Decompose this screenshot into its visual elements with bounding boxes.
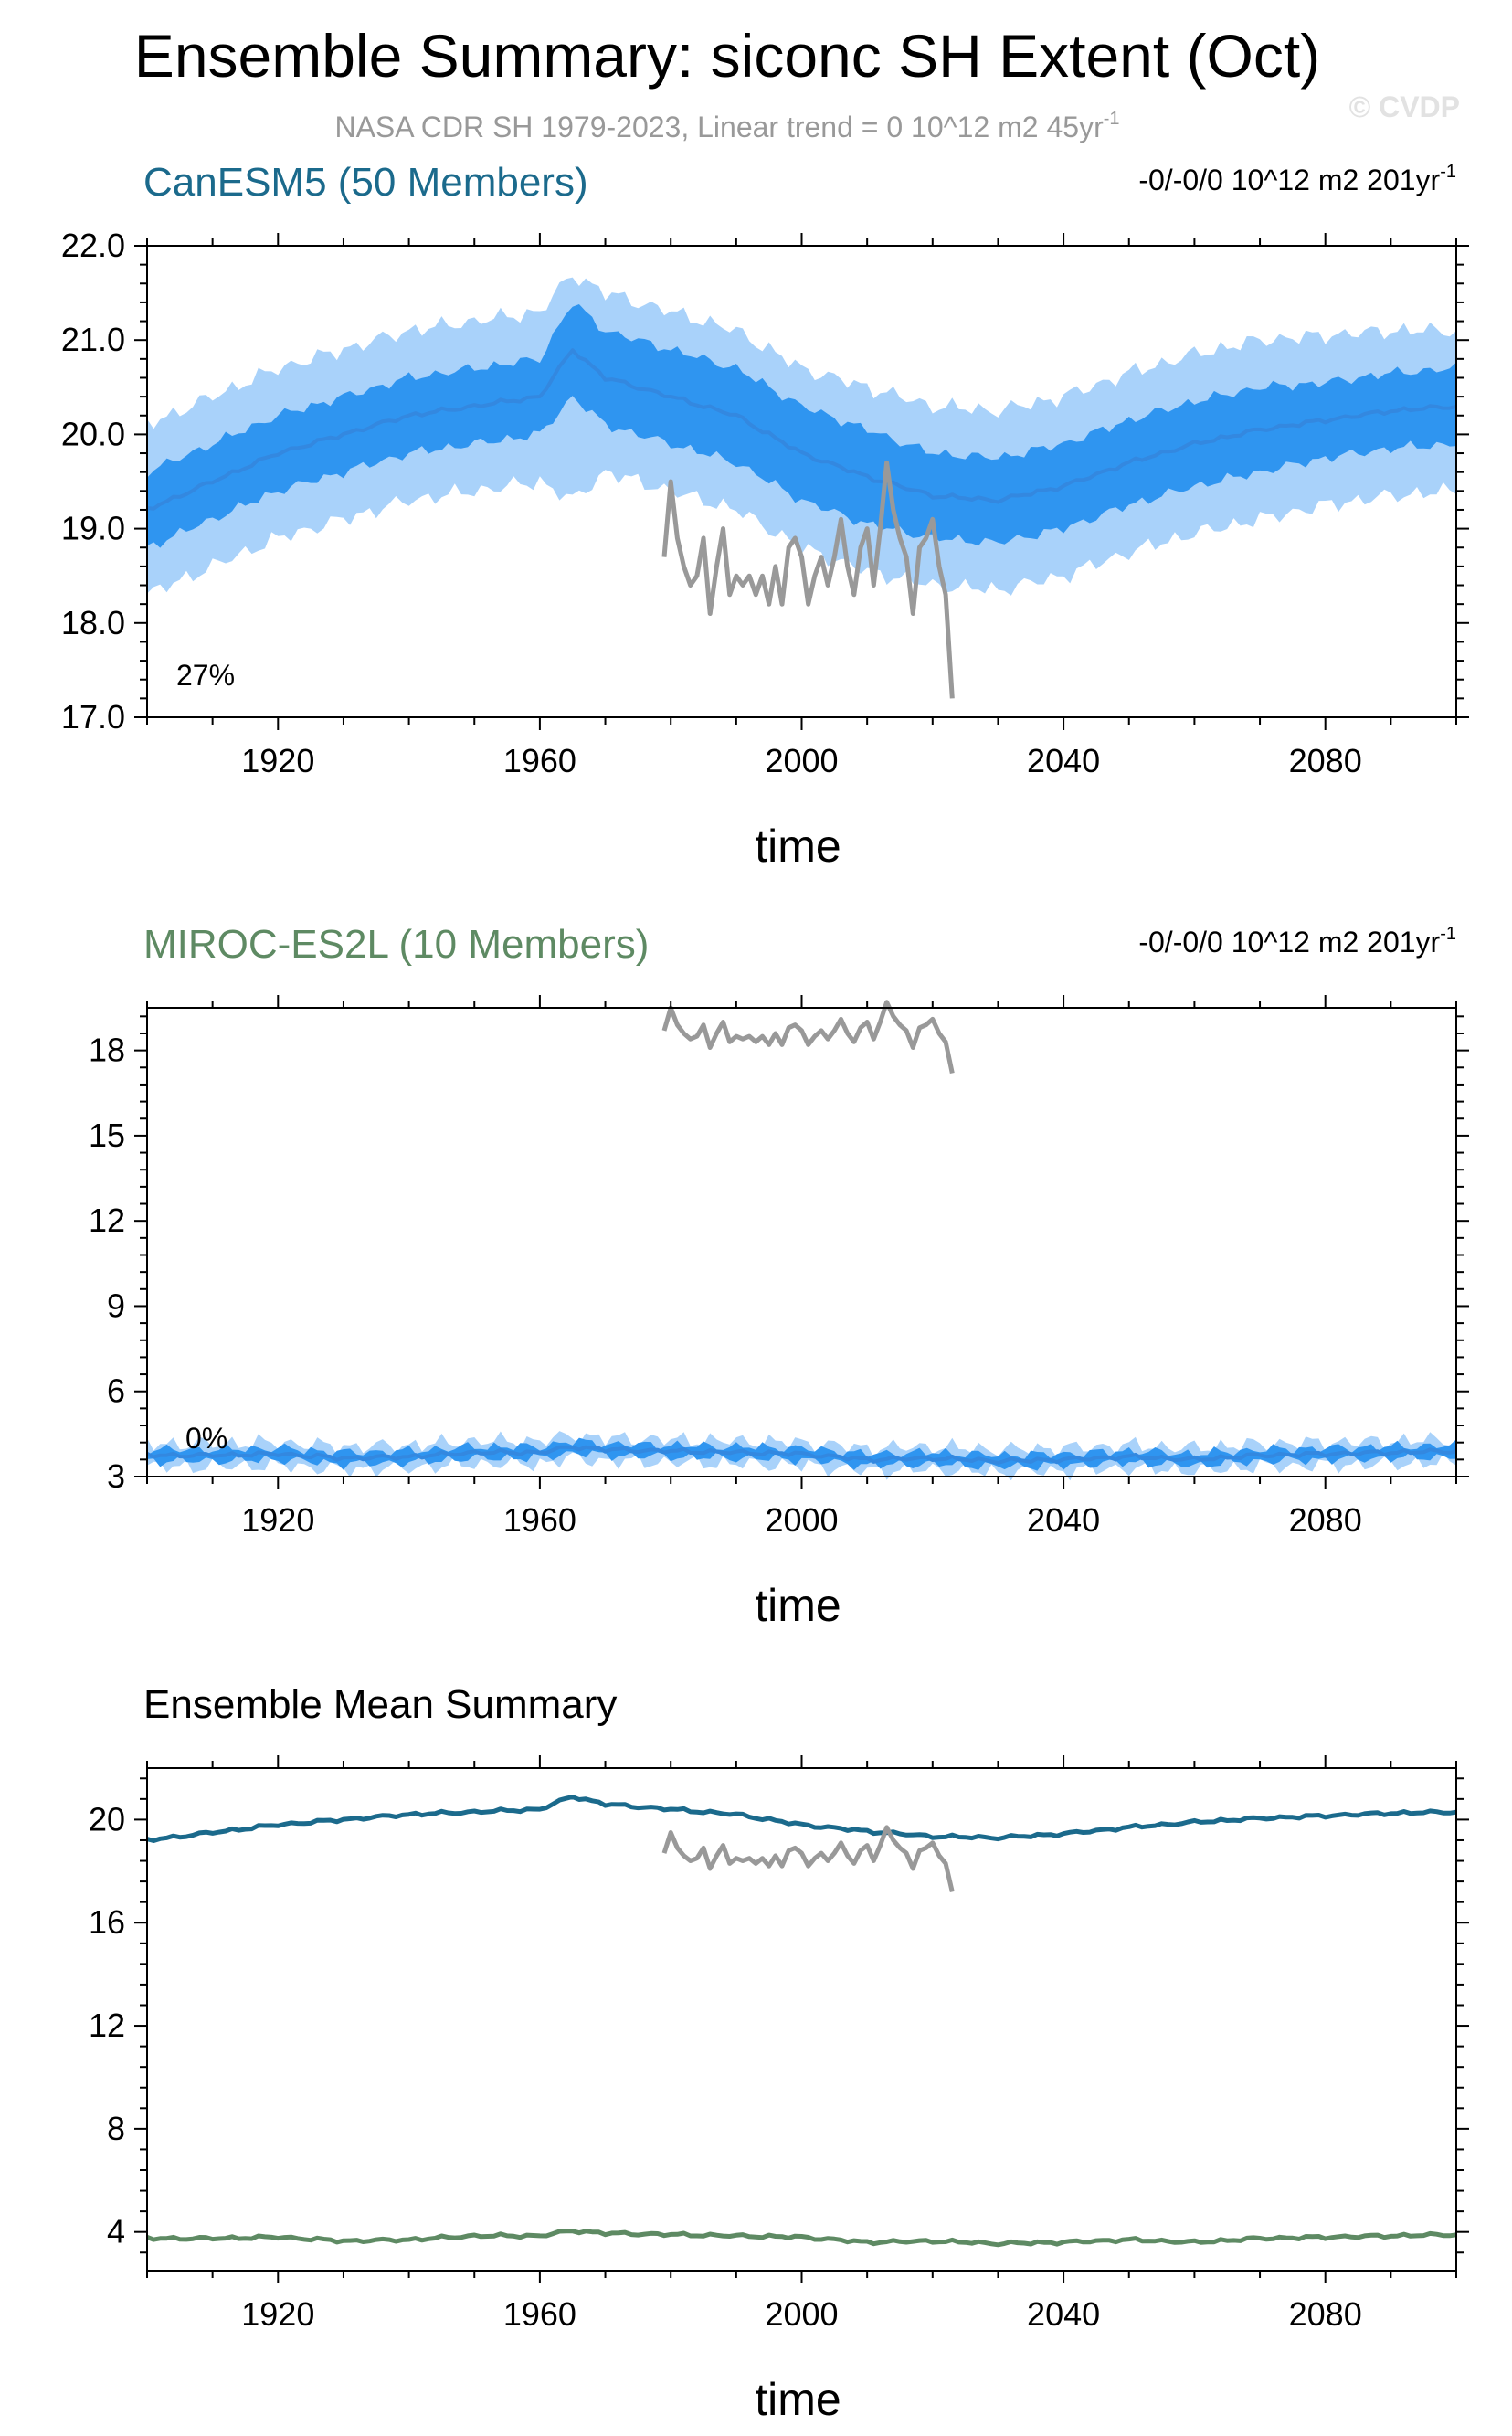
y-tick-label: 17.0	[61, 698, 125, 736]
x-axis-label: time	[755, 2374, 841, 2425]
figure-title: Ensemble Summary: siconc SH Extent (Oct)	[134, 22, 1320, 90]
y-tick-label: 3	[107, 1457, 125, 1495]
x-axis-label: time	[755, 821, 841, 872]
y-tick-label: 12	[89, 2007, 125, 2044]
observations-line	[661, 460, 955, 699]
x-tick-label: 2040	[1027, 2295, 1100, 2333]
x-tick-label: 1920	[241, 2295, 314, 2333]
x-tick-label: 2000	[765, 1501, 838, 1539]
inner-range-band	[147, 304, 1456, 548]
y-tick-label: 4	[107, 2213, 125, 2251]
x-tick-label: 1960	[503, 2295, 576, 2333]
y-tick-label: 21.0	[61, 321, 125, 358]
y-tick-label: 8	[107, 2110, 125, 2147]
trend-label: -0/-0/0 10^12 m2 201yr-1	[1138, 162, 1456, 196]
y-tick-label: 9	[107, 1287, 125, 1324]
x-tick-label: 2080	[1289, 1501, 1362, 1539]
panel-title: MIROC-ES2L (10 Members)	[143, 922, 649, 967]
observations-line	[661, 1000, 955, 1075]
y-tick-label: 18.0	[61, 604, 125, 641]
x-tick-label: 2080	[1289, 2295, 1362, 2333]
x-tick-label: 1960	[503, 1501, 576, 1539]
watermark: © CVDP	[1349, 90, 1460, 123]
panel-miroc-es2l: MIROC-ES2L (10 Members) -0/-0/0 10^12 m2 …	[89, 922, 1469, 1631]
figure-subtitle-exponent: -1	[1104, 109, 1120, 129]
y-tick-label: 22.0	[61, 227, 125, 264]
y-tick-label: 15	[89, 1117, 125, 1154]
x-tick-label: 2000	[765, 2295, 838, 2333]
x-tick-label: 2040	[1027, 1501, 1100, 1539]
panel-title: CanESM5 (50 Members)	[143, 160, 588, 205]
x-axis-label: time	[755, 1580, 841, 1631]
panel-canesm5: CanESM5 (50 Members) -0/-0/0 10^12 m2 201…	[61, 160, 1469, 872]
x-tick-label: 1920	[241, 1501, 314, 1539]
y-tick-label: 18	[89, 1032, 125, 1069]
y-tick-label: 6	[107, 1372, 125, 1410]
y-tick-label: 16	[89, 1903, 125, 1941]
trend-label-exponent: -1	[1440, 924, 1456, 944]
trend-label-exponent: -1	[1440, 162, 1456, 182]
percent-label: 0%	[185, 1422, 227, 1455]
ensemble-mean-line	[146, 1445, 1457, 1465]
y-tick-label: 19.0	[61, 510, 125, 547]
trend-label-text: -0/-0/0 10^12 m2 201yr	[1138, 164, 1440, 196]
trend-label: -0/-0/0 10^12 m2 201yr-1	[1138, 924, 1456, 959]
observations-line	[661, 1825, 955, 1892]
panel-title: Ensemble Mean Summary	[143, 1682, 617, 1727]
percent-label: 27%	[176, 659, 235, 692]
model-mean-line-miroc-es2l	[146, 2229, 1457, 2248]
x-tick-label: 1920	[241, 742, 314, 779]
plot-area	[146, 1767, 1457, 2272]
figure-subtitle: NASA CDR SH 1979-2023, Linear trend = 0 …	[334, 109, 1119, 143]
y-tick-label: 12	[89, 1202, 125, 1239]
x-tick-label: 2080	[1289, 742, 1362, 779]
ensemble-mean-line	[146, 348, 1457, 511]
trend-label-text: -0/-0/0 10^12 m2 201yr	[1138, 926, 1440, 959]
figure-subtitle-text: NASA CDR SH 1979-2023, Linear trend = 0 …	[334, 111, 1104, 143]
model-mean-line-canesm5	[146, 1795, 1457, 1843]
x-tick-label: 2040	[1027, 742, 1100, 779]
x-tick-label: 1960	[503, 742, 576, 779]
x-tick-label: 2000	[765, 742, 838, 779]
y-tick-label: 20	[89, 1800, 125, 1838]
plot-area	[146, 1007, 1457, 1477]
y-tick-label: 20.0	[61, 415, 125, 452]
